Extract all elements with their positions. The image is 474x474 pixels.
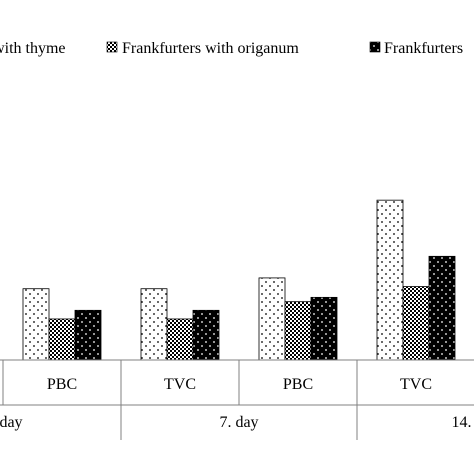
chart-legend: Frankfurters with thyme Frankfurters wit… xyxy=(0,40,463,57)
bar-dots-pbc-1 xyxy=(22,288,50,361)
bar-dots-pbc-3 xyxy=(258,277,286,361)
bar-black-dots-tvc-4 xyxy=(428,255,456,361)
group-label: 7. day xyxy=(219,414,258,431)
legend-label-origanum: Frankfurters with origanum xyxy=(122,40,299,57)
tick-label-tvc: TVC xyxy=(164,376,196,393)
bar-checker-tvc-4 xyxy=(402,286,430,361)
bar-dots-tvc-4 xyxy=(376,199,404,361)
bar-checker-tvc-2 xyxy=(166,318,194,361)
legend-label-plain: Frankfurters xyxy=(384,40,463,57)
bar-black-dots-tvc-2 xyxy=(192,309,220,361)
legend-swatch-origanum xyxy=(106,41,118,53)
bar-checker-pbc-3 xyxy=(284,301,312,361)
tick-label-tvc: TVC xyxy=(400,376,432,393)
legend-swatch-plain xyxy=(369,41,381,53)
group-label: 14. day xyxy=(451,414,474,431)
bar-black-dots-pbc-1 xyxy=(74,309,102,361)
bar-black-dots-pbc-3 xyxy=(310,296,338,361)
tick-label-pbc: PBC xyxy=(47,376,77,393)
bars-layer xyxy=(22,199,456,361)
bar-checker-pbc-1 xyxy=(48,318,76,361)
group-label: 1. day xyxy=(0,414,23,431)
legend-label-thyme: Frankfurters with thyme xyxy=(0,40,66,57)
bar-dots-tvc-2 xyxy=(140,288,168,361)
tick-label-pbc: PBC xyxy=(283,376,313,393)
